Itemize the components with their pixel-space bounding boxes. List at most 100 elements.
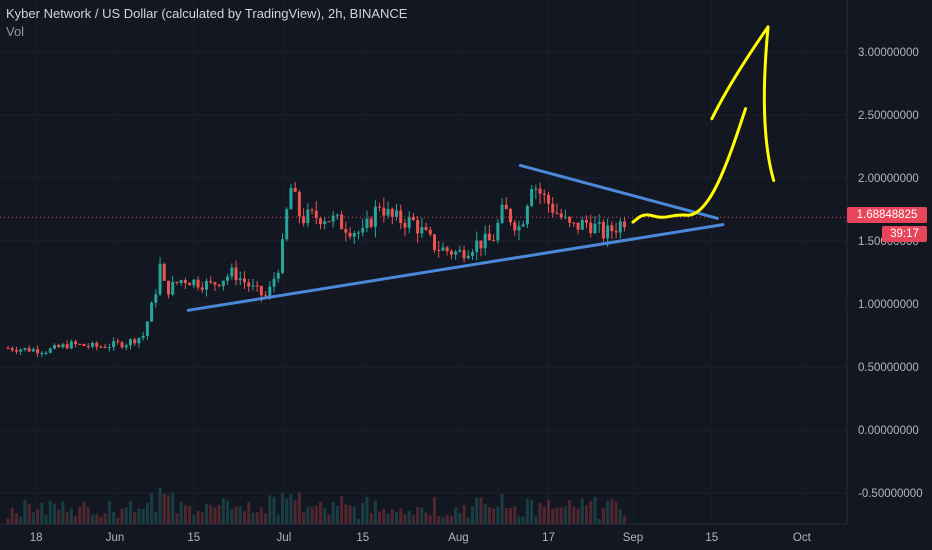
price-tick-label: 0.00000000 [858,425,919,437]
candle-body [618,221,622,233]
candle-body [437,249,441,251]
volume-bar [411,515,415,524]
volume-bar [585,505,589,524]
volume-bar [188,505,192,524]
volume-bar [23,500,27,524]
candle-body [154,294,158,303]
volume-indicator-label[interactable]: Vol [6,24,25,39]
volume-bar [547,499,551,524]
trendline-support[interactable] [186,223,725,312]
candle-body [559,213,563,218]
volume-bar [213,507,217,524]
volume-bar [133,512,137,524]
candle-body [99,346,103,348]
candle-body [530,189,534,206]
candle-body [217,284,221,286]
candle-body [200,287,204,290]
volume-bar [103,513,107,524]
price-axis-panel[interactable] [847,0,932,524]
candle-body [276,272,280,279]
candle-body [268,286,272,297]
candle-body [40,352,44,354]
candle-body [230,267,234,277]
candle-body [306,209,310,224]
time-tick-label: Aug [448,532,468,544]
volume-bar [420,507,424,524]
candle-body [213,282,217,285]
volume-bar [597,519,601,524]
volume-bar [306,506,310,524]
volume-bar [247,502,251,524]
time-axis-panel[interactable] [0,524,932,550]
volume-bar [356,518,360,524]
volume-bar [196,511,200,524]
trendlines[interactable] [186,163,725,312]
volume-bar [504,508,508,524]
candle-body [209,281,213,283]
volume-bar [365,496,369,524]
volume-bar [120,508,124,524]
candle-body [90,342,94,347]
volume-bar [576,508,580,524]
candle-body [251,285,255,287]
volume-bar [112,511,116,524]
volume-bar [492,508,496,524]
volume-bar [234,506,238,524]
volume-bar [454,507,458,524]
volume-bar [200,512,204,524]
volume-bar [433,497,437,524]
candle-body [471,252,475,256]
volume-bar [390,508,394,524]
volume-bar [78,506,82,524]
candle-body [69,341,73,349]
volume-bar [606,500,610,524]
candle-body [293,187,297,192]
candle-body [44,352,48,354]
candle-body [572,222,576,224]
volume-bar [10,507,14,524]
price-tick-label: 2.00000000 [858,173,919,185]
volume-bar [128,501,132,524]
volume-bar [145,502,149,524]
candle-body [204,281,208,290]
candle-body [593,223,597,234]
candle-body [369,218,373,227]
volume-bar [441,516,445,524]
volume-bar [259,507,263,524]
volume-bar [378,511,382,524]
volume-bar [344,504,348,524]
volume-bar [289,494,293,524]
volume-bar [238,506,242,524]
candle-body [492,240,496,242]
candle-body [382,207,386,216]
candle-body [120,342,124,348]
candle-body [411,216,415,221]
candle-body [10,348,14,351]
candle-body [551,203,555,213]
candle-body [48,348,52,353]
candle-body [407,216,411,228]
volume-bar [449,515,453,524]
trendline-resistance[interactable] [518,163,719,220]
volume-bar [500,493,504,524]
candle-body [458,250,462,252]
candle-body [14,350,18,352]
volume-bar [162,493,166,524]
candle-body [356,232,360,234]
candle-body [335,214,339,216]
candle-body [112,341,116,348]
candle-body [65,344,69,349]
volume-bar [52,503,56,524]
volume-bar [623,515,627,524]
candle-body [280,239,284,273]
candle-body [500,204,504,223]
candle-body [378,206,382,208]
volume-bar [293,500,297,524]
symbol-title[interactable]: Kyber Network / US Dollar (calculated by… [6,6,408,21]
candle-body [107,347,111,349]
candle-body [272,278,276,287]
candle-body [103,346,107,348]
volume-bar [230,509,234,524]
hand-drawn-annotation[interactable] [631,25,776,224]
